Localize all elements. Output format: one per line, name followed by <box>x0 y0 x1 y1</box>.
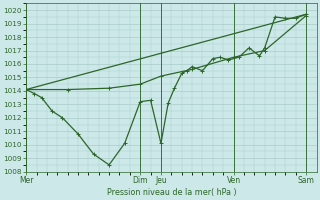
X-axis label: Pression niveau de la mer( hPa ): Pression niveau de la mer( hPa ) <box>107 188 236 197</box>
